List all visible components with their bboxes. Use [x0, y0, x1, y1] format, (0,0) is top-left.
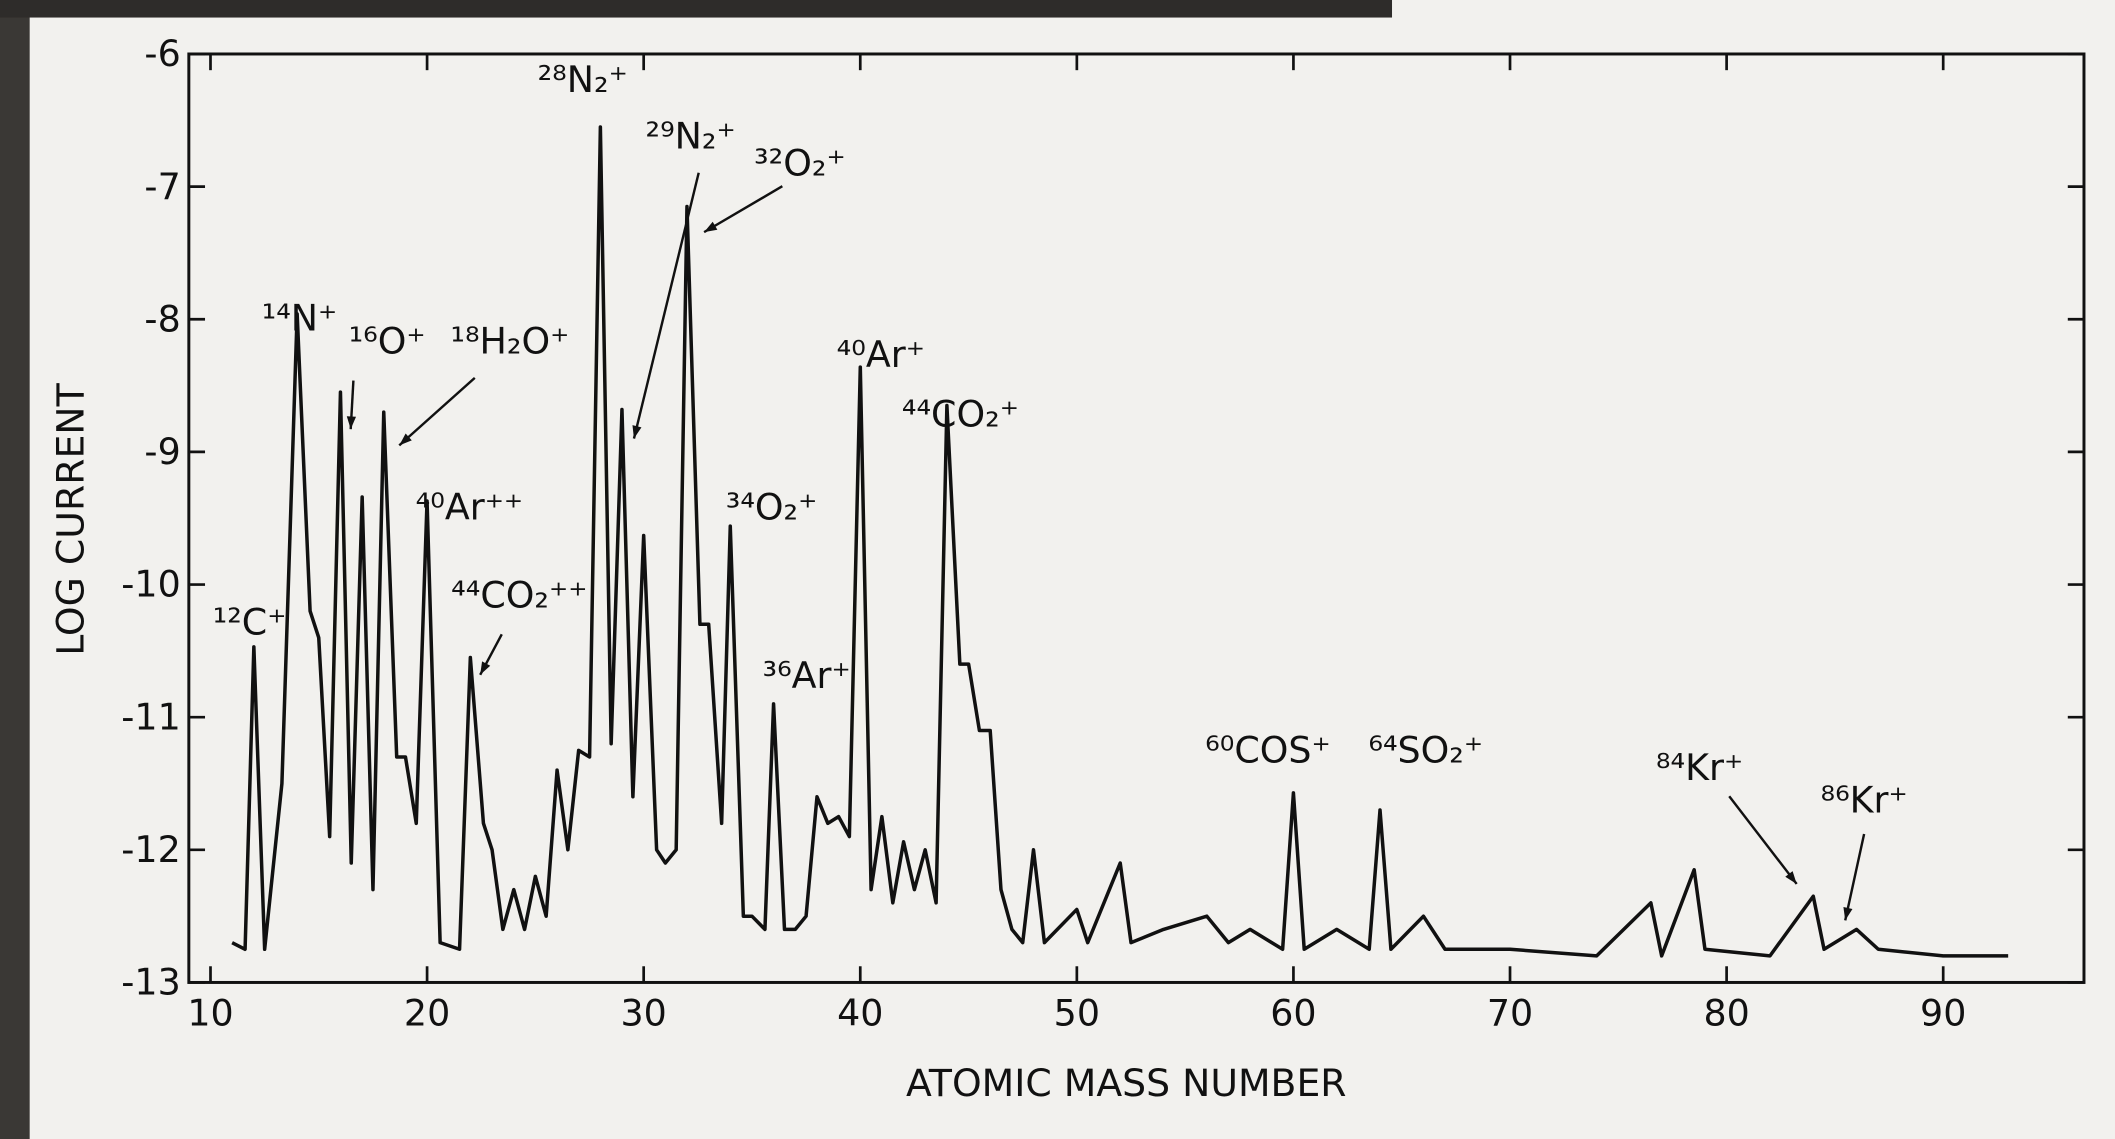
peak-annotation: ⁴⁴CO₂⁺⁺	[451, 573, 587, 616]
peak-annotation: ⁴⁴CO₂⁺	[902, 392, 1019, 435]
x-tick-label: 30	[621, 992, 667, 1035]
annotation-arrow	[1728, 795, 1798, 885]
x-tick-label: 10	[187, 992, 233, 1035]
peak-annotation: ⁶⁰COS⁺	[1205, 728, 1331, 771]
annotation-arrow	[632, 172, 700, 439]
arrow-head	[480, 661, 491, 675]
arrow-head	[399, 433, 412, 446]
spectrum-line	[231, 125, 2009, 958]
arrow-head	[704, 221, 718, 233]
annotation-arrow	[398, 376, 476, 447]
peak-annotation: ⁴⁰Ar⁺⁺	[416, 486, 523, 529]
peak-annotation: ¹⁴N⁺	[262, 297, 338, 340]
peak-annotation: ⁸⁶Kr⁺	[1820, 778, 1907, 821]
peak-annotation: ²⁹N₂⁺	[646, 114, 736, 157]
y-tick-label: -11	[121, 695, 180, 738]
x-tick-label: 50	[1054, 992, 1100, 1035]
photo-edge-left	[0, 0, 30, 1139]
plot-frame	[187, 52, 2086, 984]
y-tick-label: -8	[144, 297, 180, 340]
x-tick-label: 20	[404, 992, 450, 1035]
y-tick-label: -10	[121, 563, 180, 606]
peak-annotation: ⁴⁰Ar⁺	[837, 333, 925, 376]
y-axis-label: LOG CURRENT	[49, 382, 93, 655]
y-tick-label: -6	[144, 32, 180, 75]
peak-annotation: ⁸⁴Kr⁺	[1656, 746, 1743, 789]
y-tick-label: -12	[121, 828, 180, 871]
arrow-head	[1843, 907, 1853, 921]
y-tick-label: -7	[144, 165, 180, 208]
arrow-head	[1785, 871, 1797, 884]
peak-annotation: ¹²C⁺	[213, 600, 287, 643]
x-tick-label: 80	[1703, 992, 1749, 1035]
peak-annotation: ³²O₂⁺	[754, 141, 846, 184]
annotation-arrow	[1844, 833, 1866, 921]
peak-annotation: ⁶⁴SO₂⁺	[1368, 728, 1483, 771]
y-tick-label: -9	[144, 430, 180, 473]
peak-annotation: ³⁴O₂⁺	[726, 486, 818, 529]
x-axis-label: ATOMIC MASS NUMBER	[906, 1061, 1347, 1105]
arrow-head	[346, 416, 357, 430]
x-tick-label: 70	[1487, 992, 1533, 1035]
x-tick-label: 40	[837, 992, 883, 1035]
x-tick-label: 60	[1270, 992, 1316, 1035]
arrow-head	[632, 425, 642, 439]
y-tick-label: -13	[121, 961, 180, 1004]
peak-annotation: ³⁶Ar⁺	[762, 654, 850, 697]
x-tick-label: 90	[1920, 992, 1966, 1035]
peak-annotation: ¹⁶O⁺	[349, 320, 426, 363]
peak-annotation: ¹⁸H₂O⁺	[450, 320, 569, 363]
peak-annotation: ²⁸N₂⁺	[538, 58, 628, 101]
photo-edge-top	[0, 0, 1393, 18]
annotation-arrow	[703, 185, 783, 234]
